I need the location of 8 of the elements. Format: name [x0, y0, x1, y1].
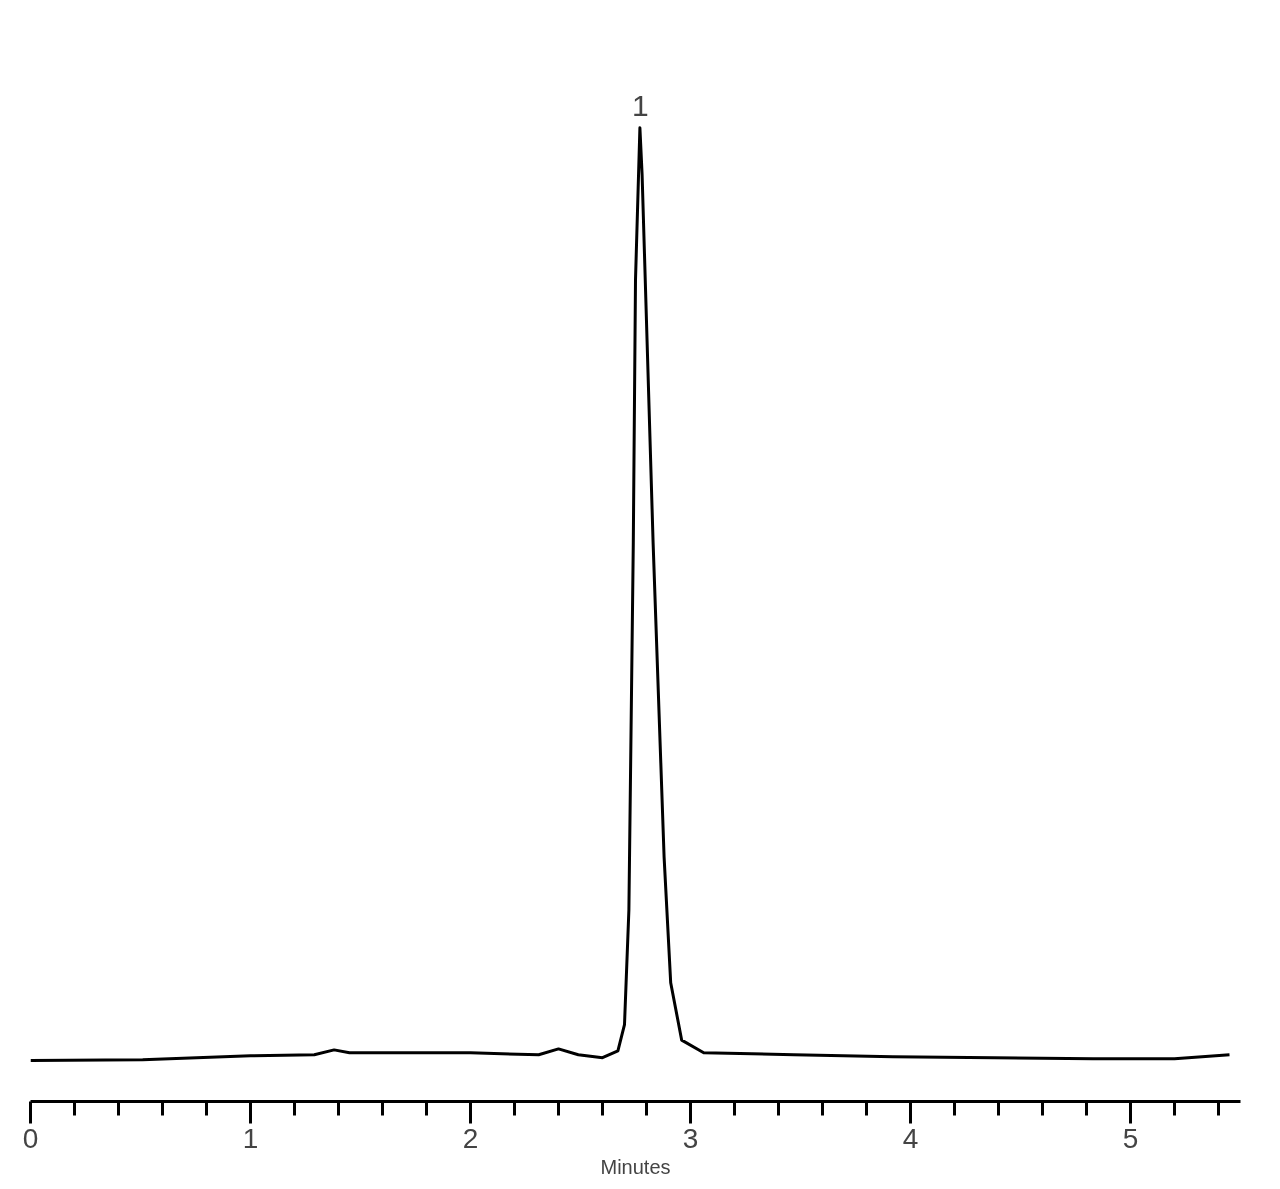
- x-tick-label: 0: [22, 1122, 39, 1154]
- x-tick-label: 2: [462, 1122, 479, 1154]
- x-tick-label: 1: [242, 1122, 259, 1154]
- x-tick-label: 4: [902, 1122, 919, 1154]
- x-axis-title: Minutes: [600, 1155, 671, 1178]
- x-tick-label: 3: [682, 1122, 699, 1154]
- x-tick-label: 5: [1122, 1122, 1139, 1154]
- annotation: 1: [631, 88, 649, 122]
